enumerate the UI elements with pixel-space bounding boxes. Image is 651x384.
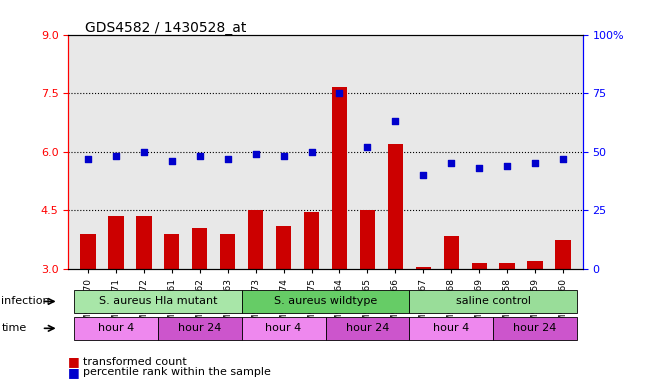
- Text: hour 24: hour 24: [346, 323, 389, 333]
- Point: [195, 153, 205, 159]
- Text: hour 4: hour 4: [98, 323, 134, 333]
- Point: [167, 158, 177, 164]
- Point: [111, 153, 121, 159]
- Bar: [360, 210, 375, 269]
- Point: [390, 118, 400, 124]
- Bar: [304, 212, 319, 269]
- Text: ■: ■: [68, 366, 80, 379]
- Point: [279, 153, 289, 159]
- Point: [223, 156, 233, 162]
- Text: infection: infection: [1, 296, 50, 306]
- Bar: [164, 234, 180, 269]
- Bar: [443, 236, 459, 269]
- Bar: [415, 267, 431, 269]
- Bar: [192, 228, 208, 269]
- Text: ■: ■: [68, 355, 80, 368]
- Bar: [471, 263, 487, 269]
- Text: saline control: saline control: [456, 296, 531, 306]
- Bar: [248, 210, 263, 269]
- Text: transformed count: transformed count: [83, 357, 187, 367]
- Bar: [80, 234, 96, 269]
- Text: hour 24: hour 24: [178, 323, 221, 333]
- Bar: [499, 263, 515, 269]
- Bar: [136, 216, 152, 269]
- Point: [418, 172, 428, 178]
- Point: [307, 149, 317, 155]
- Text: S. aureus Hla mutant: S. aureus Hla mutant: [98, 296, 217, 306]
- Point: [446, 161, 456, 167]
- Bar: [388, 144, 403, 269]
- Point: [474, 165, 484, 171]
- Text: hour 24: hour 24: [514, 323, 557, 333]
- Text: hour 4: hour 4: [433, 323, 469, 333]
- Point: [530, 161, 540, 167]
- Bar: [332, 87, 347, 269]
- Bar: [555, 240, 571, 269]
- Bar: [220, 234, 236, 269]
- Text: percentile rank within the sample: percentile rank within the sample: [83, 367, 271, 377]
- Text: hour 4: hour 4: [266, 323, 301, 333]
- Bar: [108, 216, 124, 269]
- Point: [334, 90, 344, 96]
- Point: [362, 144, 372, 150]
- Text: GDS4582 / 1430528_at: GDS4582 / 1430528_at: [85, 21, 246, 35]
- Text: time: time: [1, 323, 27, 333]
- Point: [139, 149, 149, 155]
- Bar: [276, 226, 291, 269]
- Bar: [527, 261, 543, 269]
- Point: [502, 163, 512, 169]
- Point: [251, 151, 261, 157]
- Text: S. aureus wildtype: S. aureus wildtype: [274, 296, 377, 306]
- Point: [83, 156, 93, 162]
- Point: [558, 156, 568, 162]
